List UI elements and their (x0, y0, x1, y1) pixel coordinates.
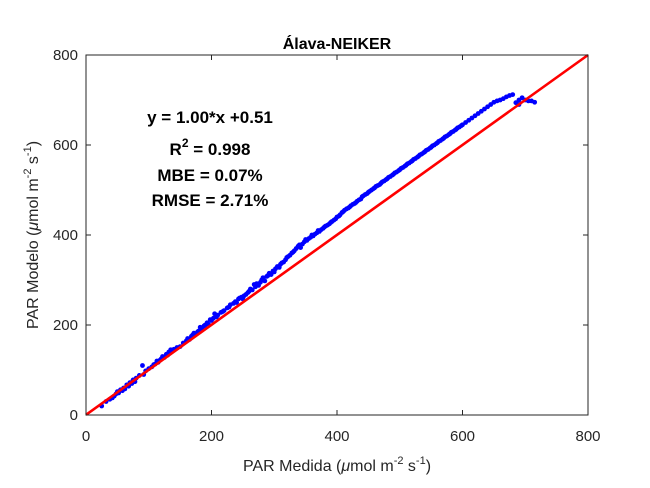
r-squared-base: R (170, 140, 182, 159)
r-squared: R2 = 0.998 (170, 136, 251, 159)
data-point (268, 272, 274, 277)
x-tick-label: 600 (450, 428, 475, 445)
x-axis-label-exp2: -1 (416, 455, 426, 467)
x-axis-label-mu: μ (340, 458, 350, 475)
r-squared-exp: 2 (182, 136, 189, 150)
rmse-value: RMSE = 2.71% (152, 191, 269, 210)
x-tick-label: 200 (199, 428, 224, 445)
y-axis-label-mu: μ (25, 222, 42, 232)
x-axis-label-post: ) (426, 458, 431, 475)
data-point (510, 92, 516, 97)
plot-frame (85, 54, 589, 416)
data-point (140, 363, 145, 368)
y-tick-label: 800 (53, 47, 78, 64)
data-point (298, 245, 304, 251)
y-tick-label: 0 (70, 407, 78, 424)
y-tick-label: 200 (53, 317, 78, 334)
y-tick-label: 400 (53, 227, 78, 244)
y-tick-label: 600 (53, 137, 78, 154)
x-axis-label-mid: mol m (350, 458, 394, 475)
y-axis-label-mid: mol m (25, 178, 42, 222)
x-axis-label-exp1: -2 (394, 455, 404, 467)
data-point (262, 278, 268, 284)
y-axis-label: PAR Modelo (μmol m-2 s-1) (22, 141, 42, 329)
data-point (249, 287, 255, 293)
fit-equation: y = 1.00*x +0.51 (147, 108, 273, 127)
fit-line (85, 53, 589, 416)
mbe-value: MBE = 0.07% (157, 166, 262, 185)
data-point (234, 300, 240, 305)
data-point (221, 308, 227, 313)
y-axis-label-exp2: -1 (22, 146, 34, 156)
x-tick-label: 400 (324, 428, 349, 445)
data-point (215, 312, 221, 318)
y-axis-label-mid2: s (25, 156, 42, 168)
y-axis-label-exp1: -2 (22, 169, 34, 179)
x-tick-label: 0 (82, 428, 90, 445)
x-axis-label-mid2: s (403, 458, 415, 475)
chart-title: Álava-NEIKER (283, 34, 392, 53)
y-axis-label-post: ) (25, 141, 42, 146)
x-axis-label: PAR Medida (μmol m-2 s-1) (243, 455, 431, 475)
x-tick-label: 800 (575, 428, 600, 445)
data-point (532, 99, 538, 105)
y-axis-label-pre: PAR Modelo ( (25, 230, 42, 329)
x-axis-label-pre: PAR Medida ( (243, 458, 342, 475)
r-squared-value: = 0.998 (189, 140, 251, 159)
